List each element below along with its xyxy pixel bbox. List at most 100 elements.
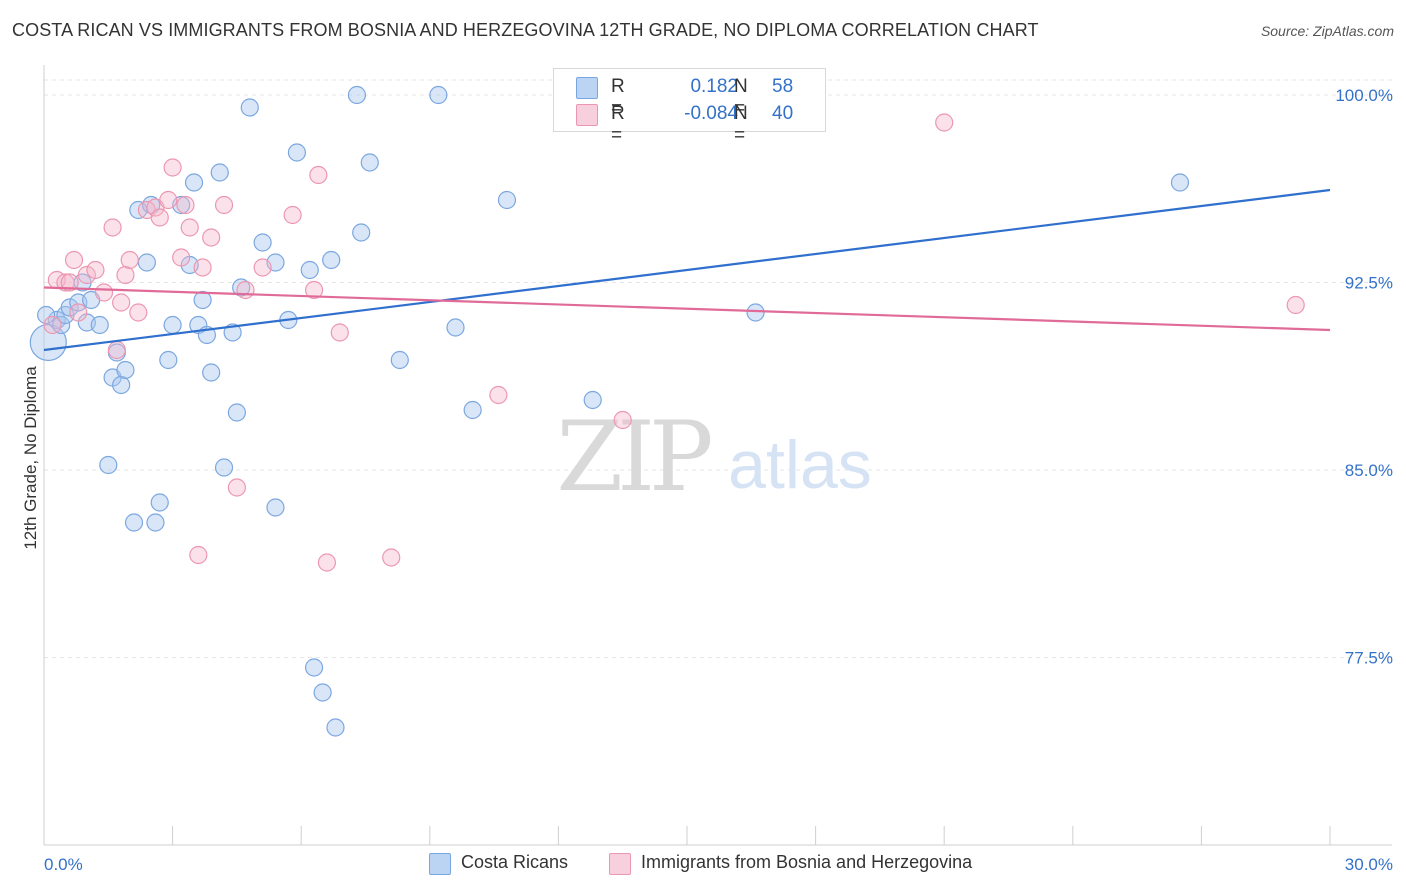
data-point-bosnia [613, 410, 632, 430]
data-point-bosnia [283, 205, 302, 225]
data-point-costa-ricans [163, 315, 182, 335]
chart-title: COSTA RICAN VS IMMIGRANTS FROM BOSNIA AN… [12, 20, 1039, 40]
data-point-costa-ricans [214, 458, 234, 477]
axes [43, 65, 1392, 846]
data-point-costa-ricans [146, 513, 165, 532]
legend-n-label: N = [734, 103, 748, 146]
y-tick-label: 92.5% [1345, 274, 1393, 293]
y-tick-label: 77.5% [1345, 649, 1393, 668]
bottom-legend-label: Immigrants from Bosnia and Herzegovina [641, 852, 973, 872]
data-point-costa-ricans [60, 298, 79, 317]
data-point-bosnia [189, 545, 208, 565]
data-point-bosnia [107, 340, 126, 360]
data-point-bosnia [382, 548, 401, 567]
data-point-bosnia [60, 273, 79, 292]
data-point-bosnia [77, 265, 96, 285]
trend-lines [43, 188, 1331, 352]
data-point-costa-ricans [202, 363, 221, 382]
series-costa-ricans [29, 85, 1190, 737]
data-point-bosnia [64, 250, 84, 270]
data-point-costa-ricans [287, 143, 307, 162]
data-point-bosnia [120, 250, 139, 270]
x-tick-label: 30.0% [1345, 855, 1393, 874]
data-point-bosnia [935, 113, 954, 132]
grid-lines [44, 79, 1392, 658]
data-point-bosnia [150, 208, 169, 227]
data-point-bosnia [56, 273, 75, 292]
data-point-bosnia [103, 218, 122, 237]
y-tick-label: 100.0% [1335, 86, 1393, 105]
data-point-costa-ricans [37, 305, 56, 325]
legend-swatch-pink [576, 104, 598, 126]
data-point-costa-ricans [497, 190, 517, 210]
data-point-costa-ricans [210, 163, 229, 182]
bottom-legend-swatch-blue [429, 853, 451, 875]
y-axis-label: 12th Grade, No Diploma [21, 366, 40, 550]
legend-swatch-blue [576, 77, 598, 99]
data-point-costa-ricans [29, 323, 67, 362]
data-point-bosnia [86, 260, 105, 280]
data-point-costa-ricans [112, 375, 131, 395]
legend-r-label: R = [611, 76, 625, 119]
data-point-costa-ricans [99, 455, 118, 475]
data-point-bosnia [489, 385, 508, 405]
data-point-bosnia [129, 303, 148, 322]
legend-r-label: R = [611, 103, 625, 146]
data-point-costa-ricans [223, 323, 242, 342]
bottom-legend-label: Costa Ricans [461, 852, 569, 872]
data-point-bosnia [193, 258, 212, 277]
data-point-costa-ricans [124, 513, 144, 532]
data-point-bosnia [180, 218, 199, 237]
data-point-bosnia [214, 195, 234, 215]
data-point-bosnia [253, 258, 272, 277]
data-point-bosnia [330, 323, 349, 342]
data-point-costa-ricans [583, 390, 602, 410]
data-point-costa-ricans [137, 253, 156, 272]
data-point-costa-ricans [184, 173, 204, 192]
data-point-bosnia [304, 280, 324, 300]
data-point-bosnia [1286, 295, 1305, 315]
data-point-costa-ricans [304, 658, 324, 677]
data-point-costa-ricans [266, 498, 285, 517]
data-point-costa-ricans [253, 233, 272, 252]
data-point-bosnia [202, 228, 221, 247]
data-point-costa-ricans [1170, 173, 1190, 192]
tick-labels: 77.5% 85.0% 92.5% 100.0% 0.0% 30.0% [44, 86, 1393, 874]
data-point-costa-ricans [360, 153, 379, 172]
trend-line-bosnia [43, 286, 1331, 332]
data-point-bosnia [43, 315, 62, 335]
data-point-costa-ricans [150, 493, 169, 512]
trend-line-costa-ricans [43, 188, 1331, 352]
data-point-costa-ricans [300, 260, 319, 280]
data-point-costa-ricans [446, 318, 465, 337]
data-point-costa-ricans [390, 350, 409, 370]
data-point-costa-ricans [227, 403, 246, 422]
data-point-bosnia [163, 158, 182, 177]
watermark-zip: ZIP [556, 401, 711, 513]
data-point-bosnia [309, 165, 328, 185]
data-point-bosnia [172, 248, 191, 267]
data-point-bosnia [317, 553, 337, 572]
legend-r-value: 0.182 [690, 76, 738, 97]
data-point-bosnia [176, 195, 195, 215]
correlation-legend: R = 0.182 N = 58 R = -0.084 N = 40 [553, 68, 826, 146]
watermark: ZIP atlas [556, 401, 871, 513]
y-tick-label: 85.0% [1345, 461, 1393, 480]
data-point-costa-ricans [463, 400, 482, 420]
data-point-bosnia [159, 190, 178, 210]
x-tick-label: 0.0% [44, 855, 83, 874]
data-point-costa-ricans [90, 315, 109, 335]
data-point-costa-ricans [746, 303, 765, 322]
data-point-costa-ricans [322, 250, 341, 270]
data-point-bosnia [69, 303, 88, 322]
data-point-costa-ricans [193, 290, 212, 310]
data-point-bosnia [227, 478, 246, 497]
data-point-costa-ricans [352, 223, 371, 242]
data-point-bosnia [236, 280, 255, 300]
data-point-costa-ricans [313, 683, 332, 702]
data-point-costa-ricans [116, 360, 135, 380]
data-point-costa-ricans [240, 98, 259, 117]
watermark-atlas: atlas [728, 427, 872, 503]
data-point-costa-ricans [159, 350, 178, 370]
